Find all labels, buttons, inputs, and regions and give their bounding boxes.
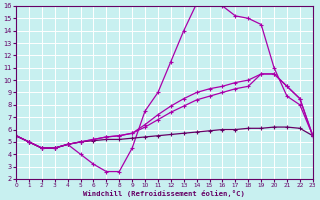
X-axis label: Windchill (Refroidissement éolien,°C): Windchill (Refroidissement éolien,°C): [84, 190, 245, 197]
